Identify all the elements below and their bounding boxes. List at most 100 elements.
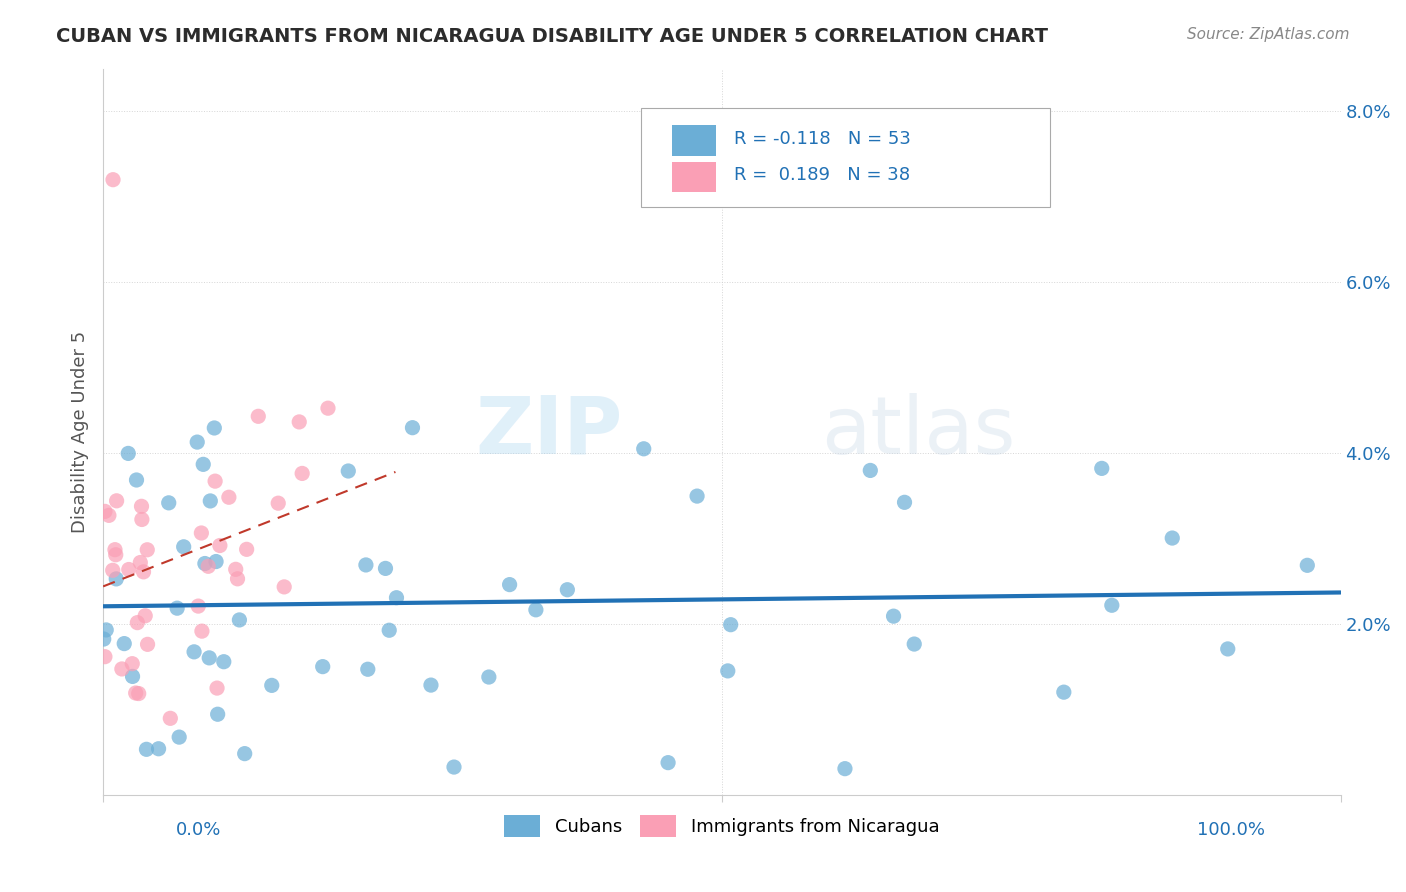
Cubans <box>883 609 905 624</box>
Cubans <box>478 670 501 684</box>
Bar <box>672 161 716 192</box>
Cubans <box>212 655 235 669</box>
Immigrants from Nicaragua <box>104 548 127 562</box>
Immigrants from Nicaragua <box>134 608 156 623</box>
Immigrants from Nicaragua <box>267 496 290 510</box>
Immigrants from Nicaragua <box>218 490 240 504</box>
Cubans <box>686 489 709 503</box>
Immigrants from Nicaragua <box>187 599 209 613</box>
Cubans <box>117 446 139 460</box>
Cubans <box>354 558 377 572</box>
Immigrants from Nicaragua <box>127 615 149 630</box>
Cubans <box>125 473 148 487</box>
Cubans <box>205 555 228 569</box>
Immigrants from Nicaragua <box>191 624 214 639</box>
Immigrants from Nicaragua <box>204 474 226 488</box>
Immigrants from Nicaragua <box>94 504 117 518</box>
Immigrants from Nicaragua <box>111 662 134 676</box>
Cubans <box>633 442 655 456</box>
Cubans <box>233 747 256 761</box>
Cubans <box>207 707 229 722</box>
Cubans <box>374 561 396 575</box>
Cubans <box>112 637 135 651</box>
Cubans <box>186 435 208 450</box>
Text: R =  0.189   N = 38: R = 0.189 N = 38 <box>734 167 910 185</box>
Cubans <box>401 420 423 434</box>
Immigrants from Nicaragua <box>104 542 127 557</box>
Immigrants from Nicaragua <box>226 572 249 586</box>
Cubans <box>105 572 128 586</box>
Immigrants from Nicaragua <box>208 539 231 553</box>
Text: 100.0%: 100.0% <box>1198 821 1265 838</box>
Immigrants from Nicaragua <box>136 542 159 557</box>
Immigrants from Nicaragua <box>101 172 124 186</box>
Cubans <box>859 463 882 477</box>
Immigrants from Nicaragua <box>235 542 257 557</box>
Cubans <box>157 496 180 510</box>
Immigrants from Nicaragua <box>190 526 212 541</box>
Immigrants from Nicaragua <box>131 500 153 514</box>
Cubans <box>194 557 217 571</box>
Immigrants from Nicaragua <box>128 687 150 701</box>
Cubans <box>167 730 190 744</box>
Cubans <box>1053 685 1076 699</box>
Cubans <box>385 591 408 605</box>
Cubans <box>1296 558 1319 573</box>
Text: atlas: atlas <box>821 393 1015 471</box>
Immigrants from Nicaragua <box>316 401 339 416</box>
Cubans <box>557 582 579 597</box>
Immigrants from Nicaragua <box>288 415 311 429</box>
Cubans <box>173 540 195 554</box>
Cubans <box>443 760 465 774</box>
Cubans <box>657 756 679 770</box>
Cubans <box>200 494 222 508</box>
Cubans <box>420 678 443 692</box>
Cubans <box>378 624 401 638</box>
Immigrants from Nicaragua <box>129 556 152 570</box>
Cubans <box>228 613 250 627</box>
Cubans <box>96 623 118 637</box>
Immigrants from Nicaragua <box>136 637 159 651</box>
Cubans <box>1216 642 1239 657</box>
Text: Source: ZipAtlas.com: Source: ZipAtlas.com <box>1187 27 1350 42</box>
Cubans <box>166 601 188 615</box>
Cubans <box>260 678 283 692</box>
Text: R = -0.118   N = 53: R = -0.118 N = 53 <box>734 130 911 148</box>
Immigrants from Nicaragua <box>159 711 181 725</box>
Immigrants from Nicaragua <box>205 681 228 695</box>
Cubans <box>834 762 856 776</box>
Cubans <box>93 632 115 646</box>
Cubans <box>893 495 915 509</box>
Text: 0.0%: 0.0% <box>176 821 221 838</box>
Bar <box>672 125 716 156</box>
Y-axis label: Disability Age Under 5: Disability Age Under 5 <box>72 331 89 533</box>
Cubans <box>148 741 170 756</box>
Cubans <box>198 651 221 665</box>
Cubans <box>193 458 215 472</box>
Cubans <box>1091 461 1114 475</box>
Immigrants from Nicaragua <box>131 512 153 526</box>
Immigrants from Nicaragua <box>105 493 128 508</box>
FancyBboxPatch shape <box>641 109 1050 207</box>
Cubans <box>1101 599 1123 613</box>
Cubans <box>357 662 380 676</box>
Immigrants from Nicaragua <box>97 508 120 523</box>
Immigrants from Nicaragua <box>132 565 155 579</box>
Cubans <box>121 669 143 683</box>
Cubans <box>312 659 335 673</box>
Immigrants from Nicaragua <box>247 409 270 424</box>
Cubans <box>524 603 547 617</box>
Cubans <box>337 464 360 478</box>
Immigrants from Nicaragua <box>121 657 143 671</box>
Cubans <box>720 617 742 632</box>
Text: CUBAN VS IMMIGRANTS FROM NICARAGUA DISABILITY AGE UNDER 5 CORRELATION CHART: CUBAN VS IMMIGRANTS FROM NICARAGUA DISAB… <box>56 27 1049 45</box>
Cubans <box>498 577 520 591</box>
Text: ZIP: ZIP <box>475 393 623 471</box>
Immigrants from Nicaragua <box>125 686 148 700</box>
Legend: Cubans, Immigrants from Nicaragua: Cubans, Immigrants from Nicaragua <box>498 808 946 845</box>
Immigrants from Nicaragua <box>197 559 219 574</box>
Immigrants from Nicaragua <box>225 562 247 576</box>
Immigrants from Nicaragua <box>118 562 141 576</box>
Immigrants from Nicaragua <box>291 467 314 481</box>
Cubans <box>183 645 205 659</box>
